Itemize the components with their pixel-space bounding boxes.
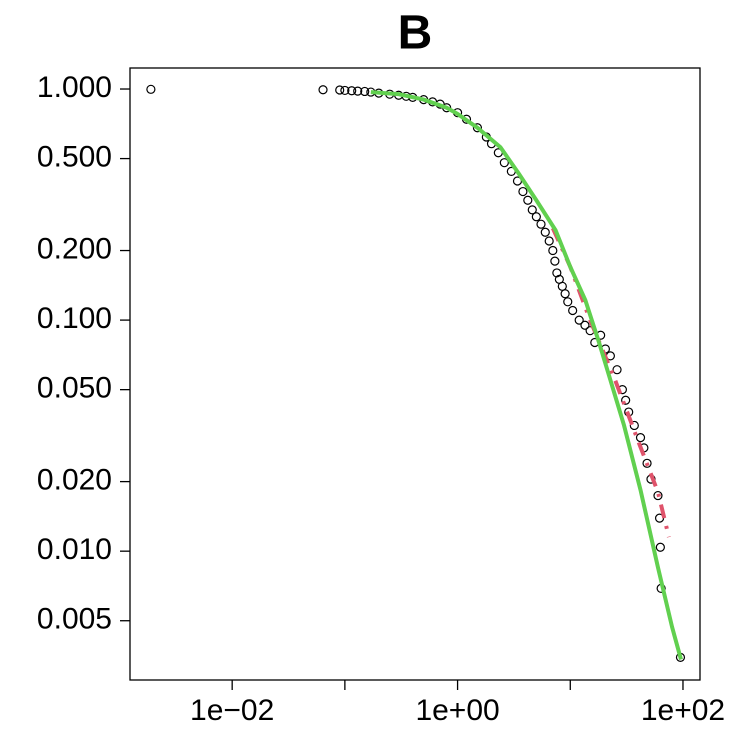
point — [655, 542, 665, 552]
point — [544, 236, 554, 246]
point — [580, 320, 590, 330]
point — [540, 227, 550, 237]
point — [472, 123, 483, 133]
fit-line — [370, 90, 683, 660]
x-tick-label: 1e+00 — [415, 694, 499, 727]
y-tick-label: 0.200 — [37, 232, 112, 265]
point — [531, 212, 541, 222]
point — [653, 490, 663, 501]
point — [560, 289, 570, 299]
y-tick-label: 0.010 — [37, 533, 112, 566]
point — [527, 205, 537, 215]
chart-title: B — [398, 7, 433, 60]
point — [518, 186, 528, 197]
plot-frame — [129, 67, 701, 681]
point — [642, 458, 652, 468]
point — [550, 256, 560, 266]
y-tick-label: 0.005 — [37, 603, 112, 636]
point — [318, 85, 328, 95]
point — [523, 195, 533, 205]
point — [360, 86, 370, 97]
point — [635, 433, 646, 443]
point — [335, 85, 345, 95]
y-tick-label: 0.020 — [37, 464, 112, 497]
y-tick-label: 0.100 — [37, 302, 112, 335]
point — [347, 86, 357, 96]
point — [536, 219, 546, 229]
point — [621, 395, 631, 405]
point — [146, 84, 156, 94]
point — [568, 305, 578, 316]
point — [629, 420, 639, 431]
x-tick-label: 1e−02 — [190, 694, 274, 727]
y-tick-label: 0.500 — [37, 141, 112, 174]
y-tick-label: 1.000 — [37, 71, 112, 104]
point — [612, 365, 622, 375]
point — [499, 158, 509, 168]
point — [340, 85, 350, 96]
point — [574, 315, 584, 325]
y-tick-label: 0.050 — [37, 372, 112, 405]
point — [548, 245, 558, 256]
point — [563, 297, 573, 307]
point — [353, 86, 363, 96]
point — [557, 281, 567, 291]
point — [552, 268, 562, 278]
x-tick-label: 1e+02 — [641, 694, 725, 727]
